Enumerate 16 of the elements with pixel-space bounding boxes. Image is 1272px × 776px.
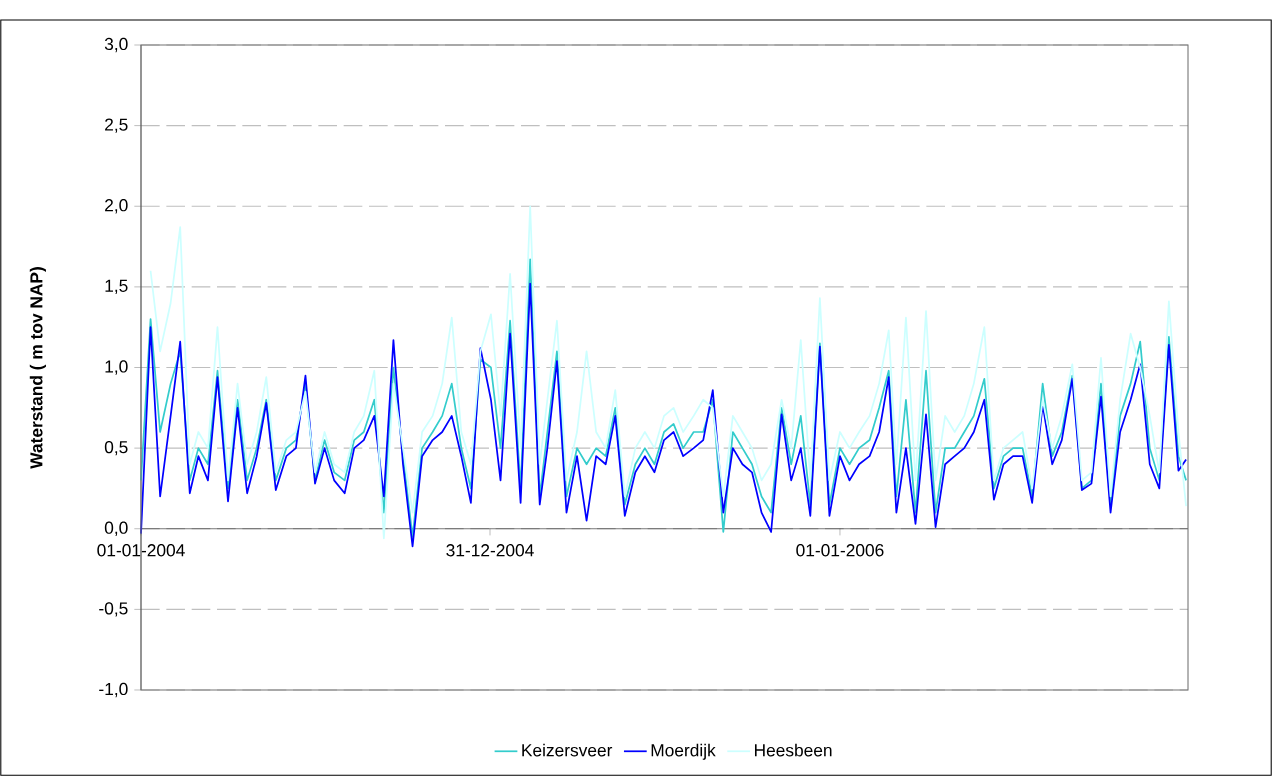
- y-tick-label: 2,0: [105, 199, 128, 214]
- y-tick-label: -0,5: [99, 602, 128, 617]
- y-tick-label: 2,5: [105, 118, 128, 133]
- y-tick-label: 0,0: [104, 521, 128, 536]
- y-tick-label: 0,5: [104, 440, 128, 456]
- y-tick-label: -1,0: [99, 682, 128, 698]
- legend-label: Moerdijk: [651, 743, 716, 760]
- x-tick-label: 31-12-2004: [446, 544, 534, 557]
- legend-label: Heesbeen: [754, 743, 832, 757]
- x-tick-label: 01-01-2006: [796, 544, 884, 557]
- y-tick-label: 3,0: [104, 37, 128, 53]
- y-axis-title: Waterstand ( m tov NAP): [29, 267, 46, 469]
- y-tick-label: 1,0: [105, 360, 128, 375]
- x-tick-label: 01-01-2004: [97, 544, 185, 557]
- y-tick-label: 1,5: [105, 279, 128, 294]
- legend-label: Keizersveer: [522, 743, 613, 757]
